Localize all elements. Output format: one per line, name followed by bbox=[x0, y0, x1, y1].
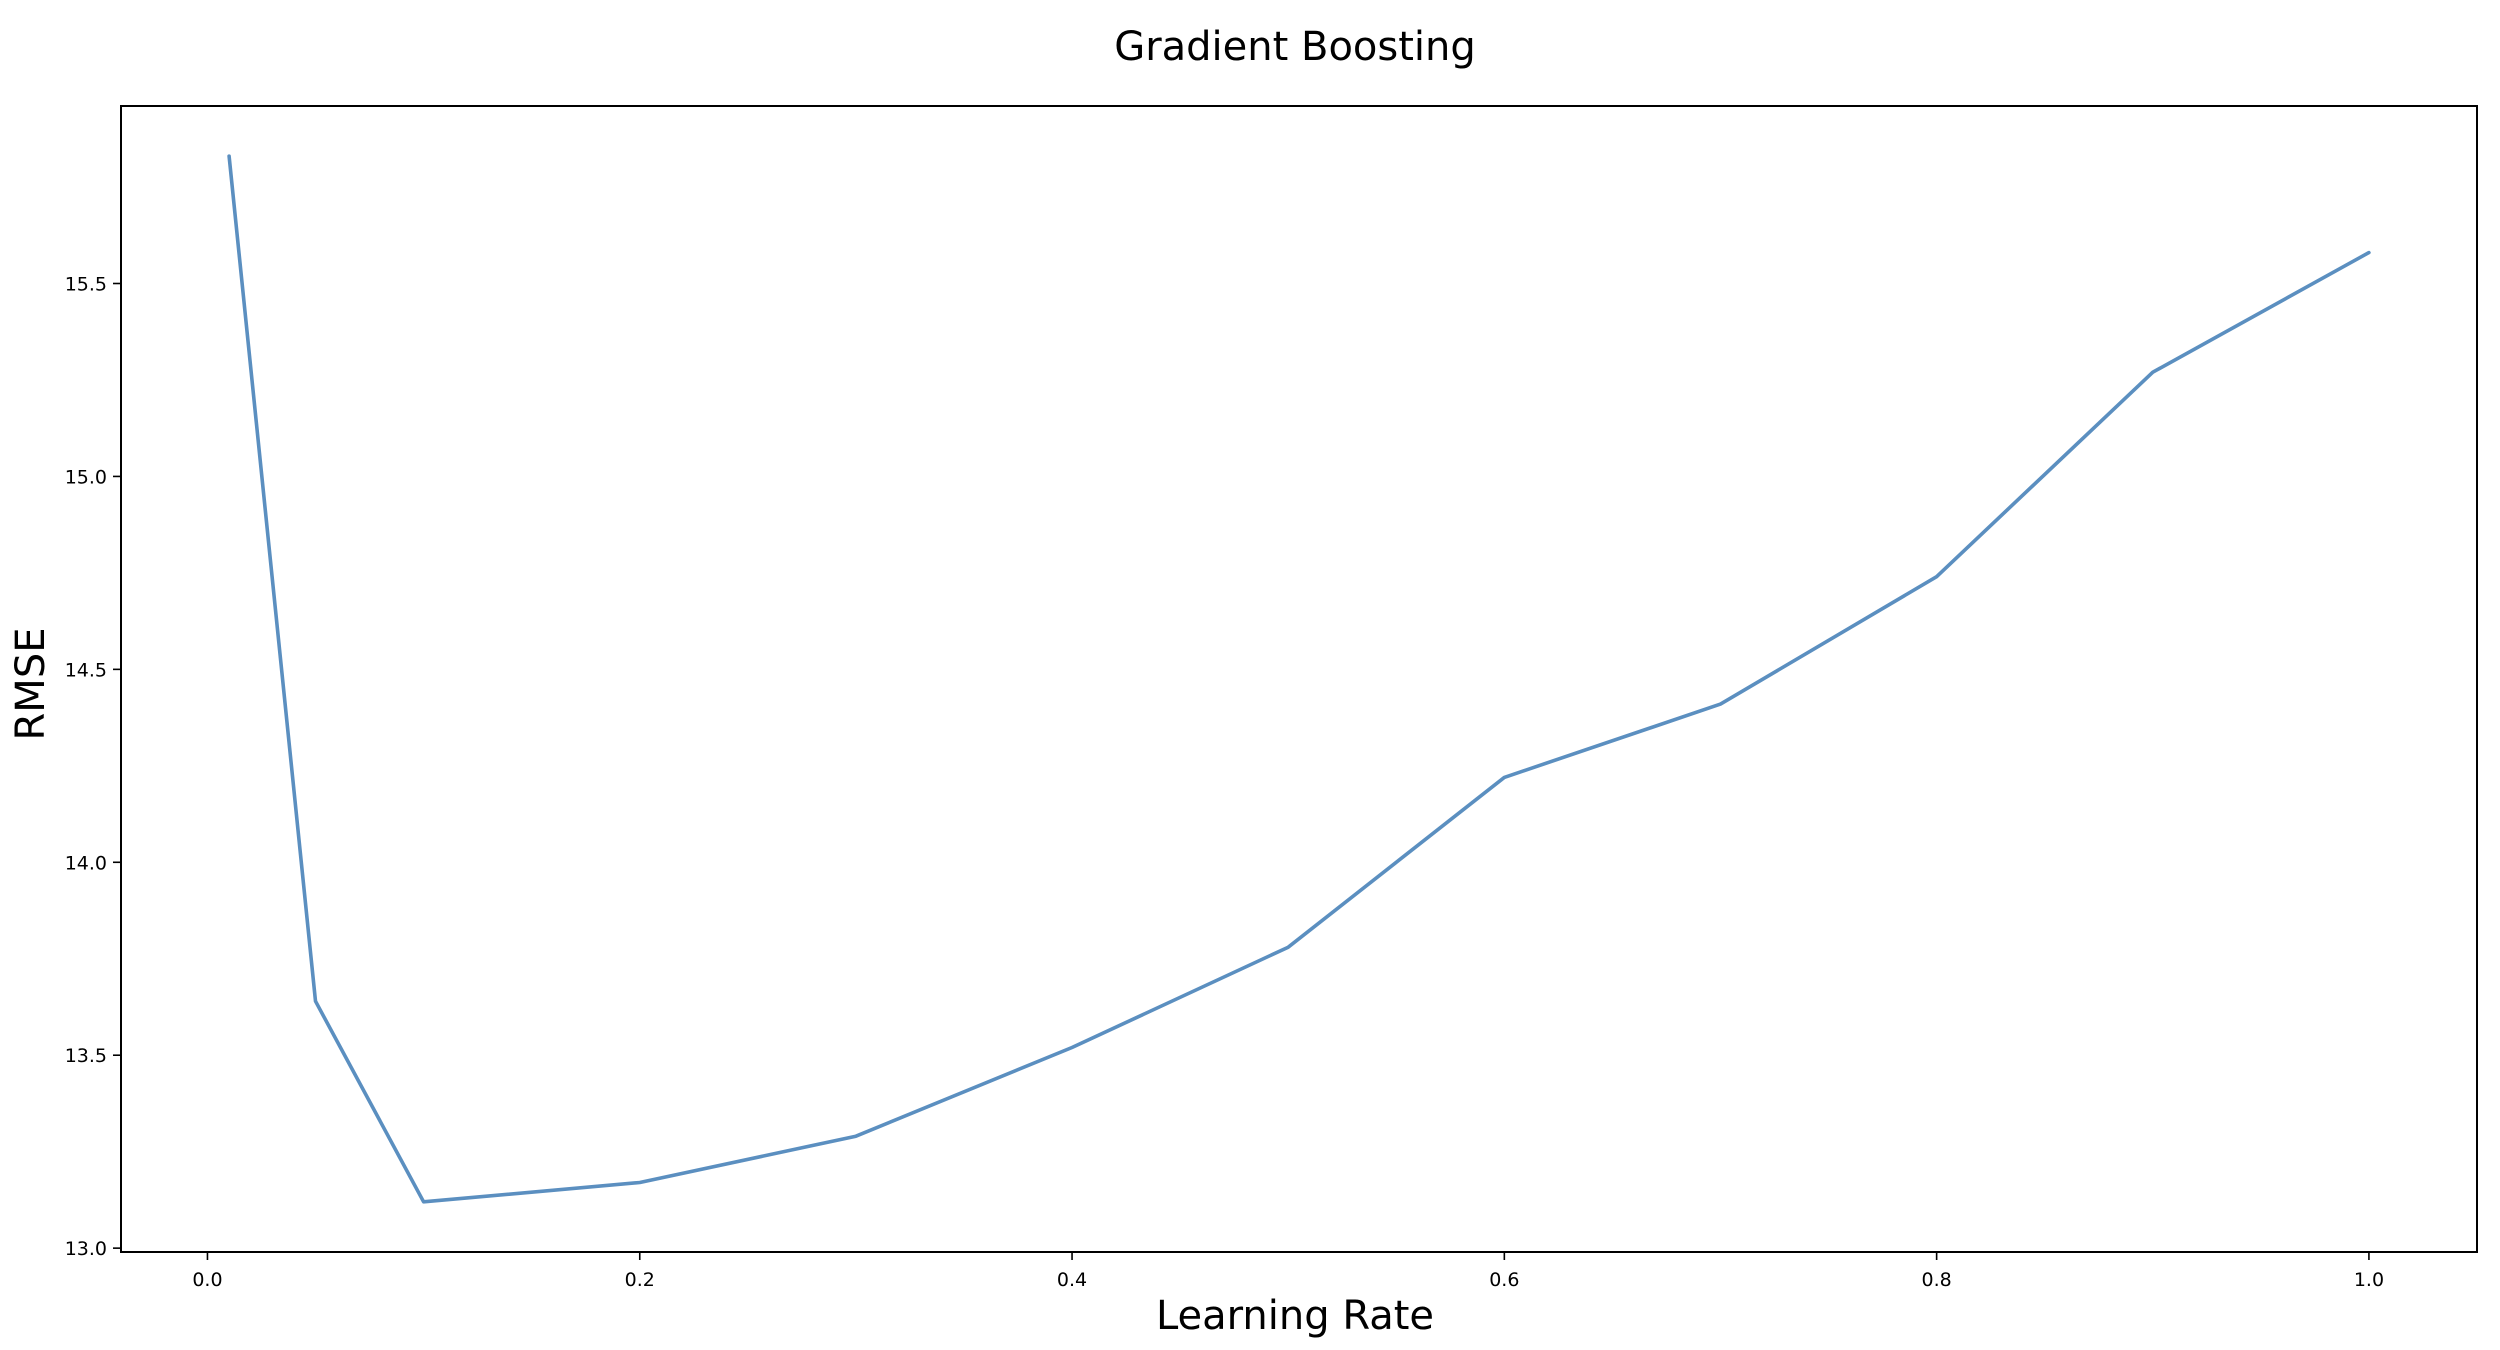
x-tick-label: 0.4 bbox=[1057, 1269, 1087, 1291]
y-axis-label: RMSE bbox=[8, 628, 54, 741]
y-tick-label: 15.0 bbox=[65, 466, 107, 488]
y-tick-label: 13.5 bbox=[65, 1045, 107, 1067]
plot-frame bbox=[120, 105, 2478, 1253]
chart-title: Gradient Boosting bbox=[1114, 24, 1476, 70]
y-tick-label: 14.0 bbox=[65, 852, 107, 874]
series-line bbox=[227, 154, 2371, 1204]
x-axis: 0.0 0.2 0.4 0.6 0.8 1.0 bbox=[192, 1252, 2384, 1291]
y-tick-label: 15.5 bbox=[65, 273, 107, 295]
y-tick-label: 13.0 bbox=[65, 1238, 107, 1260]
x-axis-label: Learning Rate bbox=[1156, 1293, 1434, 1339]
y-axis: 13.0 13.5 14.0 14.5 15.0 15.5 bbox=[65, 273, 121, 1260]
x-tick-label: 0.6 bbox=[1489, 1269, 1519, 1291]
x-tick-label: 1.0 bbox=[2354, 1269, 2384, 1291]
y-tick-label: 14.5 bbox=[65, 659, 107, 681]
x-tick-label: 0.0 bbox=[192, 1269, 222, 1291]
x-tick-label: 0.8 bbox=[1922, 1269, 1952, 1291]
x-tick-label: 0.2 bbox=[625, 1269, 655, 1291]
